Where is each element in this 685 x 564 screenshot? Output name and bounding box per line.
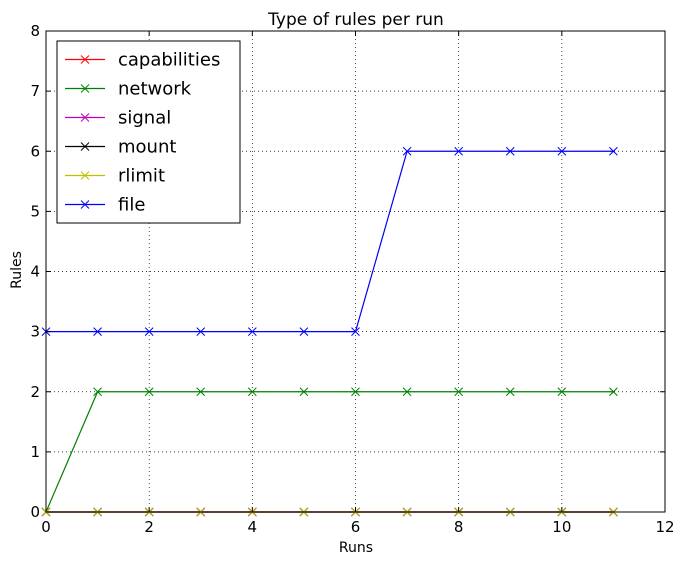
point-network: [247, 387, 257, 397]
x-tick-label: 12: [655, 518, 674, 536]
legend: capabilities network signal mount rlimit file: [56, 40, 241, 224]
y-tick-label: 3: [30, 323, 40, 341]
point-file: [93, 327, 102, 336]
point-file: [247, 327, 257, 336]
x-tick-label: 8: [454, 518, 464, 536]
legend-marker: [80, 171, 90, 180]
legend-item-mount: mount: [65, 137, 176, 158]
point-network: [505, 387, 515, 397]
point-file: [454, 146, 464, 156]
y-tick-label: 7: [30, 82, 40, 100]
point-network: [144, 387, 154, 397]
y-tick-label: 6: [30, 142, 40, 160]
point-network: [351, 387, 360, 397]
legend-item-file: file: [65, 195, 145, 216]
legend-label: capabilities: [118, 50, 220, 71]
line-network: [45, 391, 614, 513]
point-file: [196, 327, 206, 336]
legend-label: file: [118, 195, 145, 216]
legend-marker: [80, 113, 90, 122]
series-network: [41, 387, 618, 517]
legend-item-rlimit: rlimit: [65, 166, 165, 187]
series-file: [41, 146, 618, 336]
legend-item-network: network: [65, 79, 192, 100]
point-file: [557, 146, 567, 156]
x-tick-label: 4: [248, 518, 258, 536]
point-file: [351, 327, 360, 336]
y-axis-label: Rules: [9, 251, 25, 289]
legend-marker: [80, 200, 90, 209]
point-file: [144, 327, 154, 336]
point-file: [505, 146, 515, 156]
point-network: [93, 387, 102, 397]
x-tick-label: 6: [351, 518, 361, 536]
point-file: [299, 327, 309, 336]
x-tick-label: 10: [552, 518, 571, 536]
chart-title: Type of rules per run: [267, 10, 444, 30]
point-file: [609, 146, 618, 156]
point-network: [557, 387, 567, 397]
x-tick-label: 0: [41, 518, 51, 536]
legend-label: signal: [118, 108, 171, 129]
x-tick-label: 2: [144, 518, 154, 536]
legend-item-capabilities: capabilities: [65, 50, 220, 71]
point-network: [196, 387, 206, 397]
y-tick-label: 8: [30, 22, 40, 40]
point-file: [402, 146, 412, 156]
point-network: [299, 387, 309, 397]
y-tick-label: 5: [30, 202, 40, 220]
point-network: [609, 387, 618, 397]
legend-marker: [80, 55, 90, 64]
legend-marker: [80, 142, 90, 151]
legend-marker: [80, 84, 90, 93]
y-tick-label: 0: [30, 503, 40, 521]
legend-label: rlimit: [118, 166, 165, 187]
point-network: [454, 387, 464, 397]
legend-box: [56, 40, 241, 224]
x-axis-label: Runs: [339, 540, 373, 556]
y-tick-label: 2: [30, 383, 40, 401]
legend-label: network: [118, 79, 192, 100]
point-network: [402, 387, 412, 397]
y-tick-label: 1: [30, 443, 40, 461]
legend-label: mount: [118, 137, 176, 158]
line-file: [46, 150, 614, 333]
legend-item-signal: signal: [65, 108, 171, 129]
y-tick-label: 4: [30, 263, 40, 281]
